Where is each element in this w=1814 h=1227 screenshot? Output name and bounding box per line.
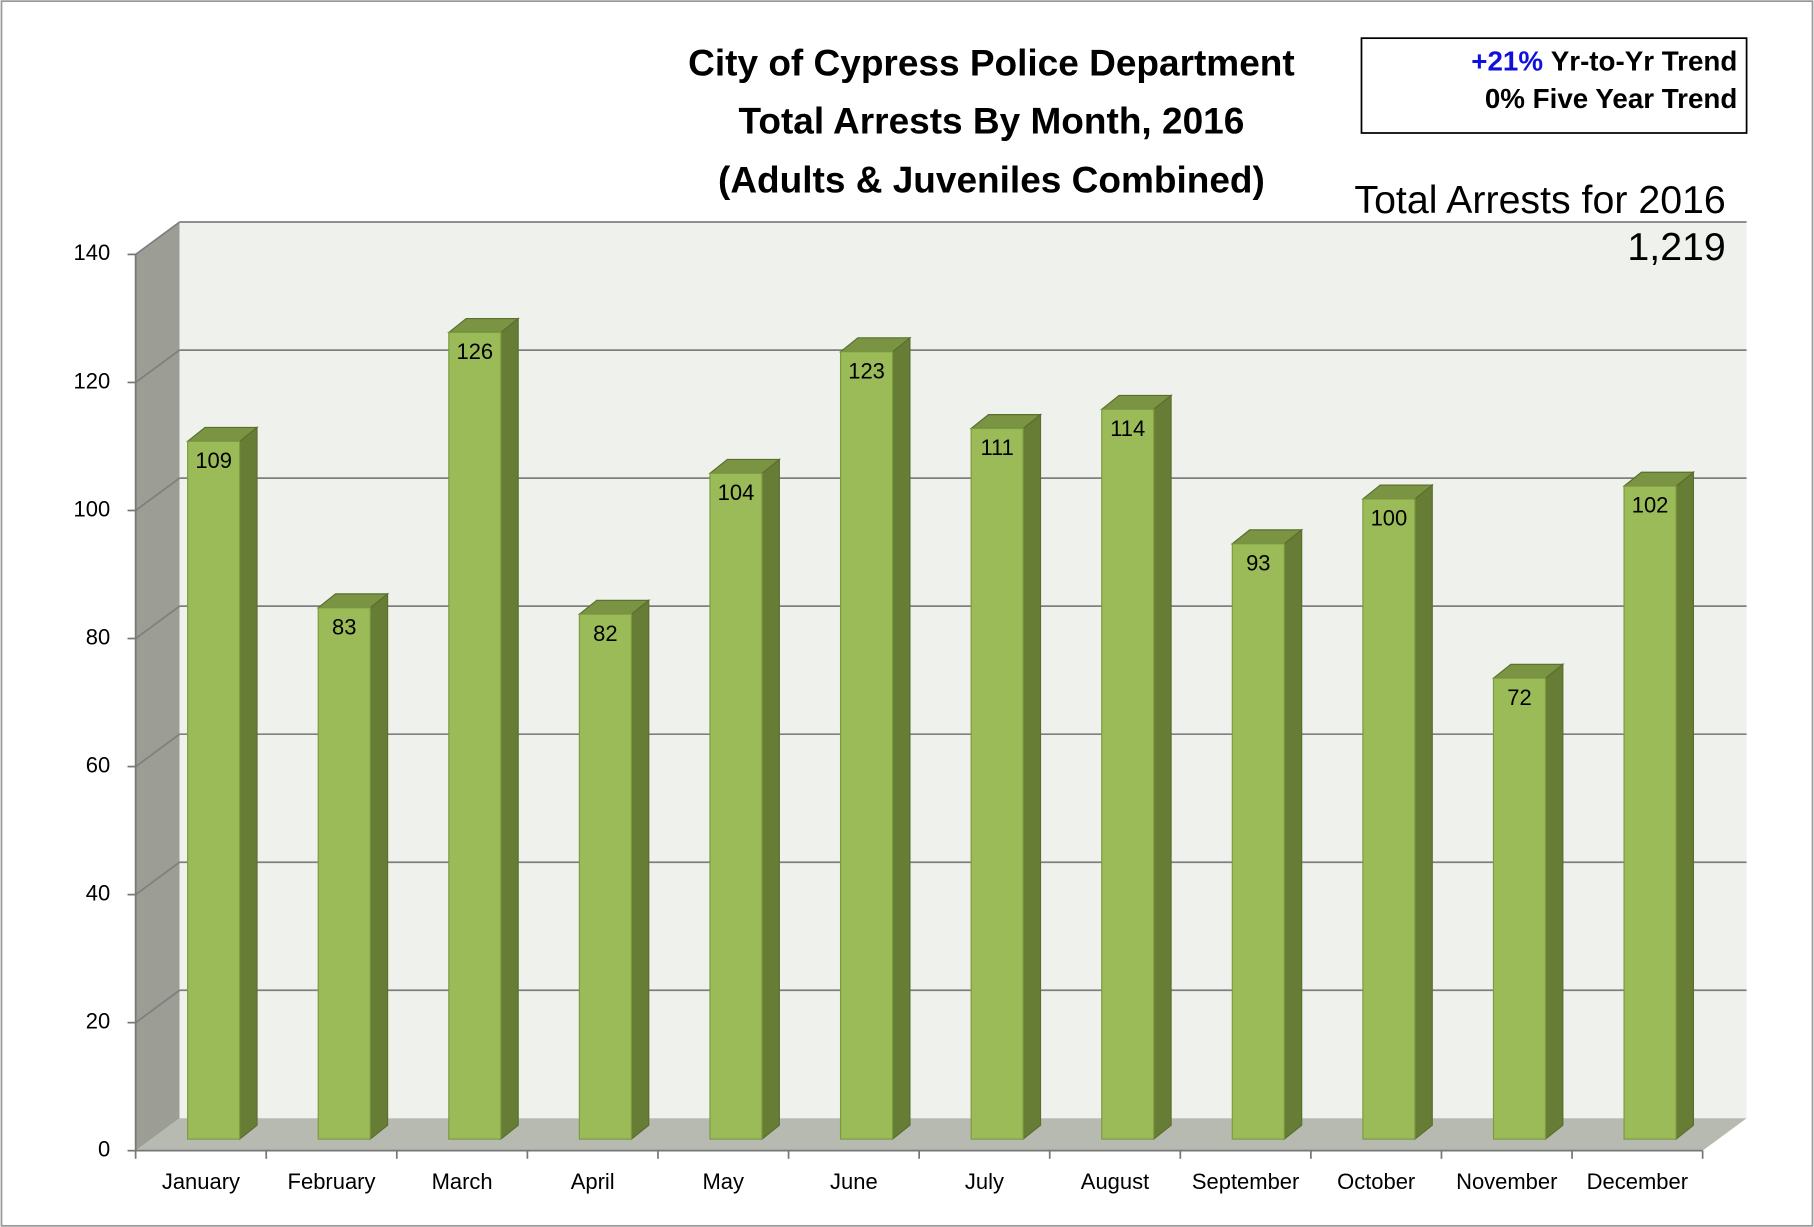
trend-yoy-value: +21% xyxy=(1471,46,1543,77)
bar-side xyxy=(892,336,911,1141)
grid-line-side xyxy=(135,989,181,1024)
y-tick-label: 140 xyxy=(74,240,111,265)
x-tick-label: October xyxy=(1337,1169,1415,1194)
x-tick-label: June xyxy=(830,1169,878,1194)
bar xyxy=(1231,543,1285,1140)
value-label: 114 xyxy=(1110,416,1145,441)
x-tick-label: September xyxy=(1192,1169,1299,1194)
bar-side xyxy=(1022,413,1042,1141)
x-tick-label: April xyxy=(571,1169,615,1194)
bar-side xyxy=(1153,394,1172,1141)
bar-side xyxy=(1414,483,1433,1141)
x-tick-label: July xyxy=(965,1169,1004,1194)
bars: 109 83 126 82 104 123 111 114 93 100 72 102 xyxy=(185,317,1696,1141)
bar xyxy=(448,331,502,1140)
grid-line-side xyxy=(135,733,181,768)
y-tick-label: 20 xyxy=(86,1008,110,1033)
bar xyxy=(1101,408,1155,1140)
grid xyxy=(135,221,1747,1024)
bar xyxy=(317,607,371,1140)
bar xyxy=(1362,498,1416,1140)
x-tick-label: January xyxy=(162,1169,240,1194)
y-tick-label: 100 xyxy=(74,496,111,521)
x-tick-label: May xyxy=(703,1169,745,1194)
bar xyxy=(709,472,763,1140)
x-tick-label: March xyxy=(432,1169,493,1194)
x-tick-label: December xyxy=(1587,1169,1688,1194)
bar xyxy=(187,440,241,1140)
total-label: Total Arrests for 2016 xyxy=(1354,178,1725,222)
bar-side xyxy=(500,317,519,1141)
floor xyxy=(135,1118,1747,1151)
grid-line-side xyxy=(135,605,181,640)
value-label: 102 xyxy=(1632,493,1669,518)
x-tick-label: November xyxy=(1456,1169,1557,1194)
value-label: 126 xyxy=(456,339,493,364)
trend-box xyxy=(1360,37,1748,134)
value-label: 109 xyxy=(195,448,232,473)
y-tick-label: 80 xyxy=(86,624,110,649)
value-label: 100 xyxy=(1371,506,1408,531)
x-tick-label: August xyxy=(1081,1169,1149,1194)
trend-five-year: 0% Five Year Trend xyxy=(1485,83,1737,114)
y-tick-label: 120 xyxy=(74,368,111,393)
value-label: 123 xyxy=(848,358,885,383)
grid-line-side xyxy=(135,221,181,256)
bar xyxy=(1492,677,1547,1140)
total-value: 1,219 xyxy=(1627,225,1725,269)
trend-yoy-label: Yr-to-Yr Trend xyxy=(1551,46,1738,77)
value-label: 83 xyxy=(332,614,356,639)
chart-title: (Adults & Juveniles Combined) xyxy=(718,160,1265,201)
chart-title: Total Arrests By Month, 2016 xyxy=(739,101,1245,142)
value-label: 72 xyxy=(1507,685,1531,710)
bar xyxy=(970,427,1024,1140)
x-tick-label: February xyxy=(288,1169,376,1194)
bar-side xyxy=(1283,528,1303,1141)
y-tick-label: 40 xyxy=(86,880,110,905)
bar xyxy=(1623,485,1677,1140)
bar-side xyxy=(630,599,650,1141)
side-wall xyxy=(135,222,180,1151)
value-label: 93 xyxy=(1246,550,1270,575)
bar-side xyxy=(369,592,389,1141)
bar-side xyxy=(239,426,258,1141)
bar-side xyxy=(761,458,780,1141)
back-wall xyxy=(179,222,1747,1119)
bar xyxy=(578,613,633,1140)
value-label: 104 xyxy=(718,480,755,505)
y-tick-label: 0 xyxy=(98,1136,110,1161)
grid-line-side xyxy=(135,861,181,896)
bar xyxy=(839,351,894,1140)
grid-line-side xyxy=(135,477,181,512)
value-label: 111 xyxy=(980,435,1013,460)
value-label: 82 xyxy=(593,621,617,646)
chart-title: City of Cypress Police Department xyxy=(688,43,1295,84)
trend-yoy: +21% Yr-to-Yr Trend xyxy=(1471,46,1737,77)
bar-side xyxy=(1675,471,1695,1141)
bar-side xyxy=(1544,663,1564,1141)
grid-line-side xyxy=(135,349,181,384)
y-tick-label: 60 xyxy=(86,752,110,777)
